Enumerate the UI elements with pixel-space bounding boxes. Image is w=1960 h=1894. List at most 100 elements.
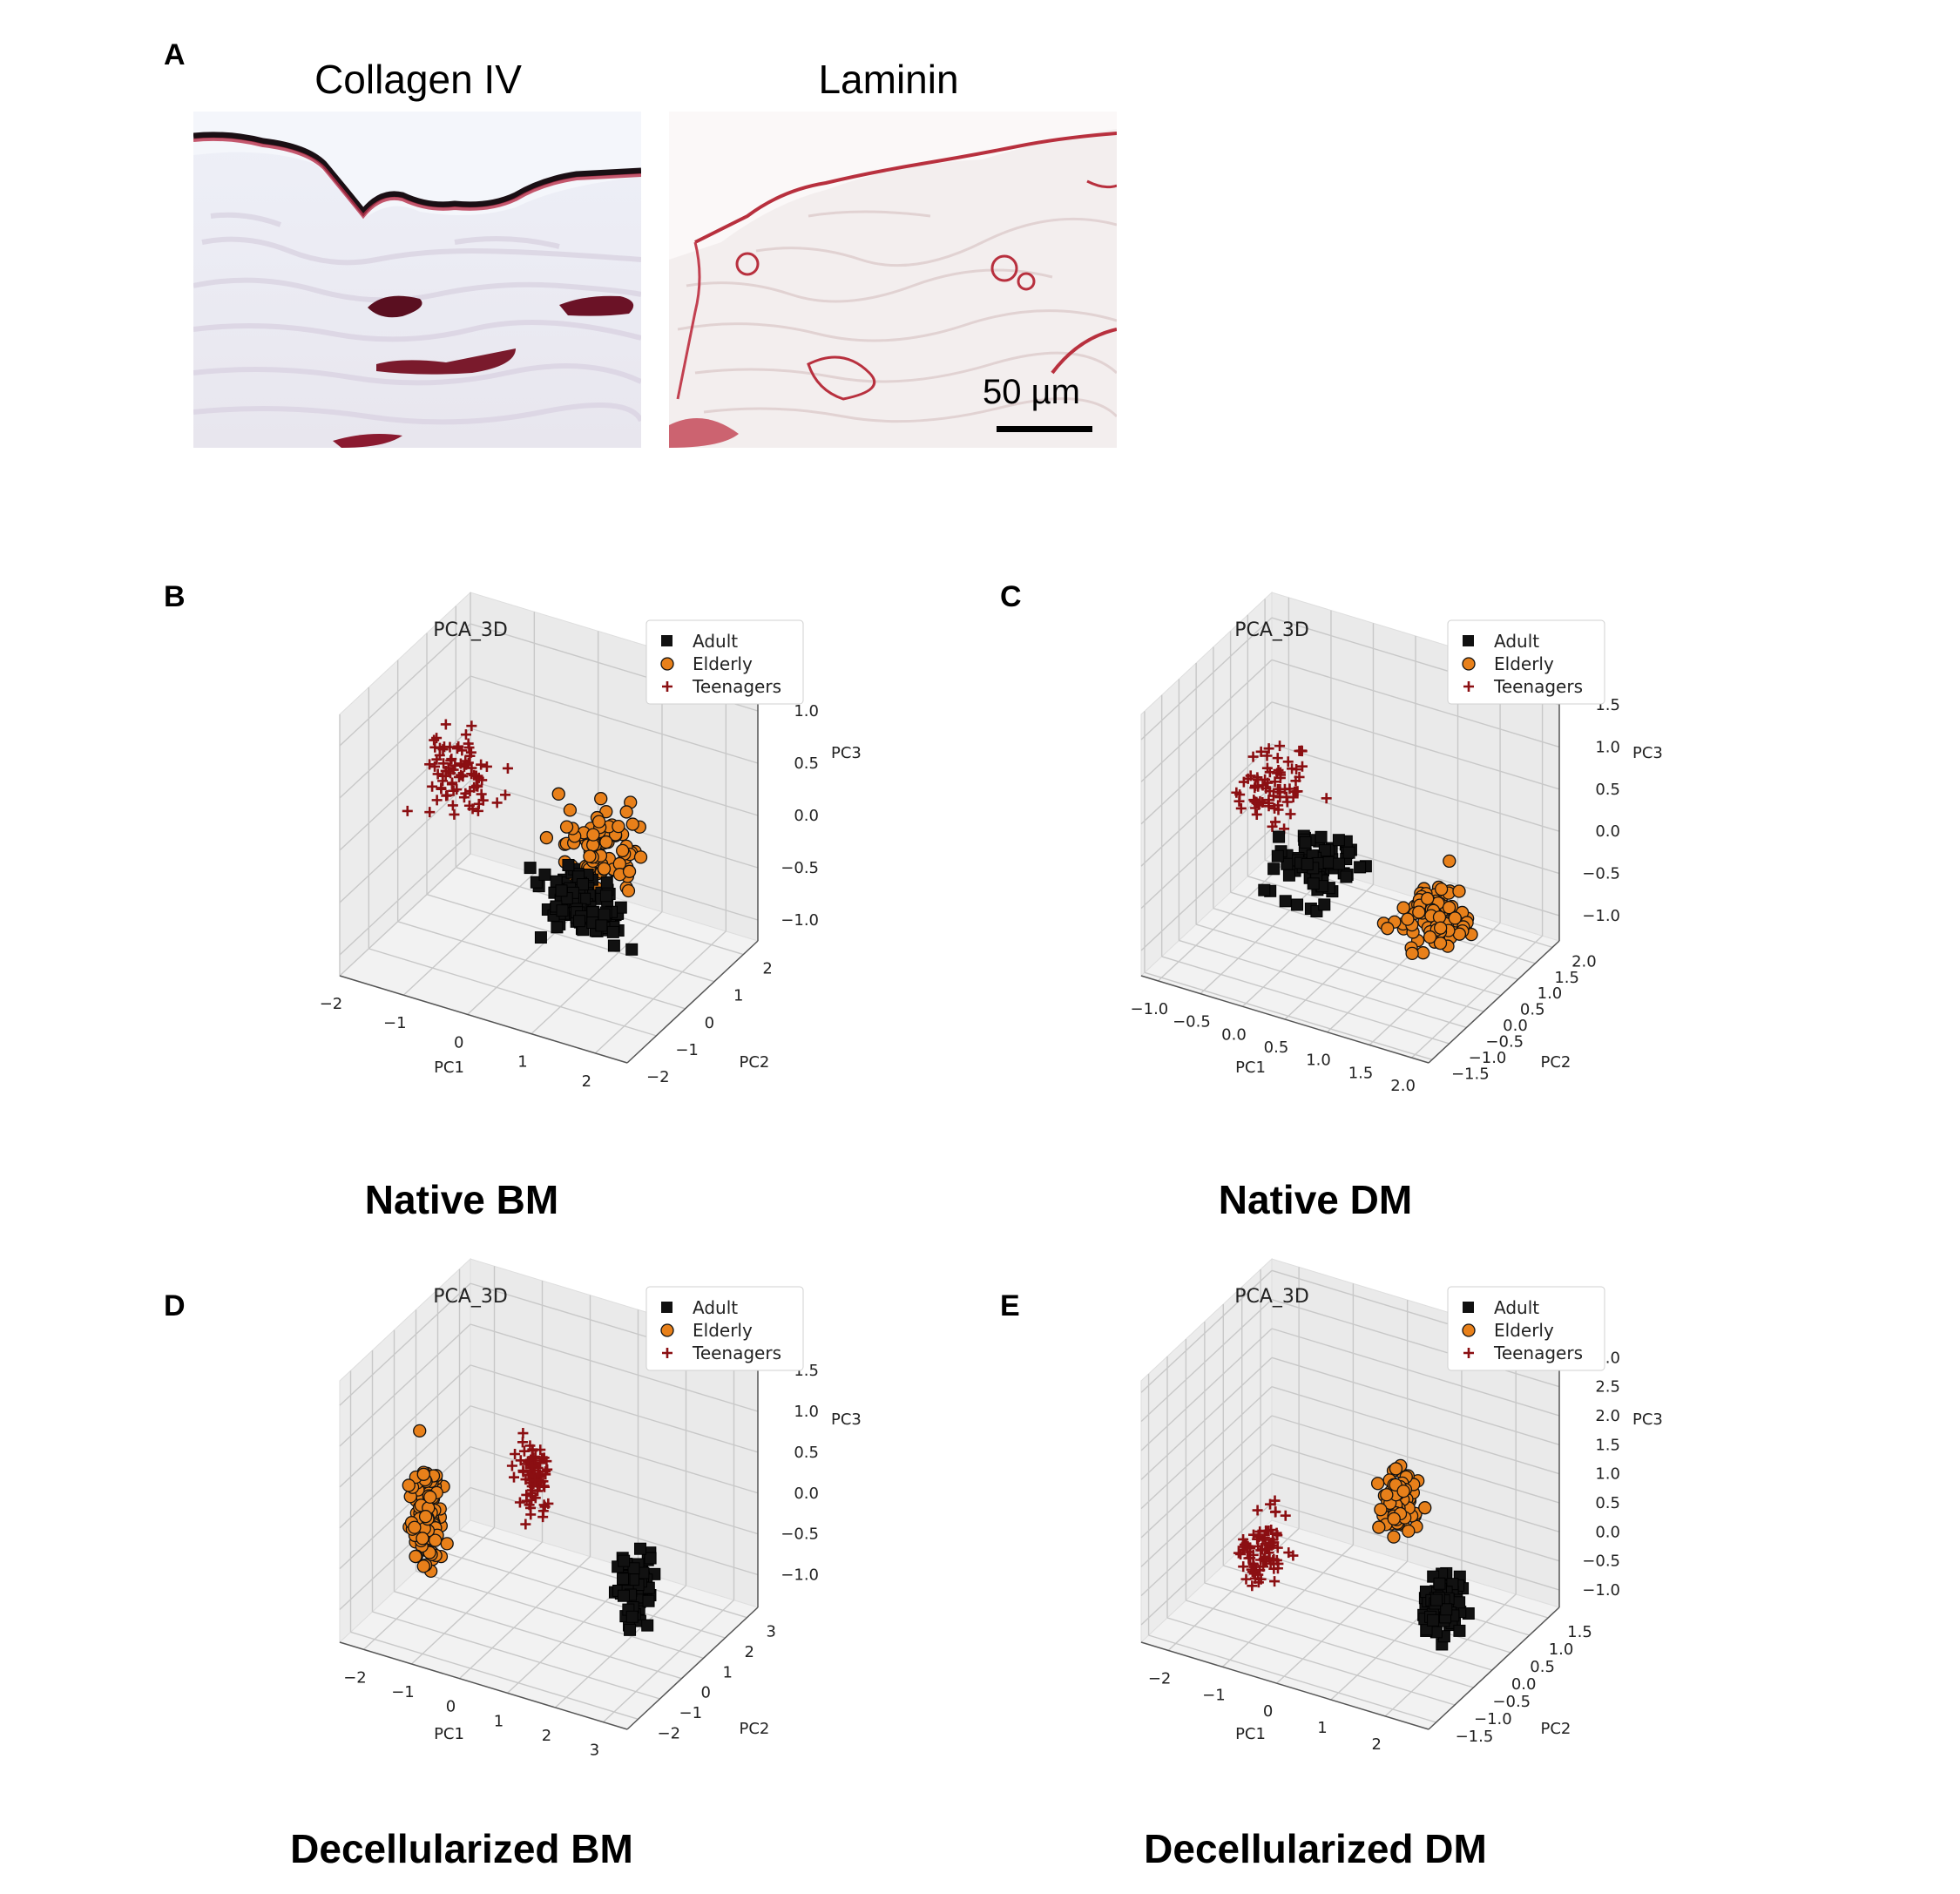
point-teenagers (537, 1512, 549, 1523)
x-tick-label: 1.5 (1348, 1064, 1374, 1082)
z-tick-label: −0.5 (781, 859, 819, 877)
point-elderly (622, 864, 637, 878)
point-adult (1427, 1613, 1440, 1627)
gridline (1140, 743, 1273, 867)
legend-label-teenagers: Teenagers (692, 1343, 781, 1363)
point-teenagers (520, 1519, 531, 1530)
point-elderly (1396, 1484, 1410, 1498)
gridline (1140, 1444, 1273, 1567)
gridline (339, 1323, 471, 1447)
gridline (459, 1556, 591, 1680)
point-teenagers (1260, 782, 1272, 794)
legend-label-adult: Adult (693, 631, 738, 652)
point-teenagers (1288, 792, 1299, 803)
point-teenagers (514, 1497, 525, 1508)
point-adult (1315, 830, 1328, 843)
plot-title: PCA_3D (1234, 1286, 1309, 1308)
z-tick-label: 0.0 (1595, 1523, 1620, 1541)
x-tick-label: 1 (1317, 1719, 1327, 1737)
gridline (1271, 1328, 1560, 1417)
point-teenagers (1272, 783, 1283, 795)
point-teenagers (1257, 1534, 1268, 1546)
point-teenagers (1238, 1561, 1249, 1573)
point-elderly (1433, 921, 1448, 935)
gridline (1271, 785, 1560, 875)
gridline (339, 832, 471, 956)
gridline (531, 911, 663, 1035)
point-elderly (1389, 1462, 1403, 1476)
x-axis-label: PC1 (1235, 1725, 1266, 1743)
side-pane (1140, 591, 1273, 977)
point-adult (1433, 1577, 1446, 1590)
axis-lines (1140, 680, 1560, 1064)
collagen-iv-micrograph (193, 112, 641, 448)
point-teenagers (1246, 1564, 1257, 1575)
point-teenagers (1266, 1537, 1277, 1548)
point-adult (1271, 849, 1284, 862)
x-axis-label: PC1 (434, 1059, 464, 1077)
point-elderly (1405, 946, 1419, 961)
point-teenagers (1247, 751, 1259, 762)
y-axis-label: PC2 (1541, 1720, 1571, 1738)
point-teenagers (1234, 789, 1246, 801)
legend-label-elderly: Elderly (693, 653, 753, 674)
legend-label-adult: Adult (1494, 1297, 1539, 1318)
point-adult (555, 884, 568, 897)
point-elderly (559, 820, 574, 834)
point-teenagers (438, 758, 449, 769)
point-teenagers (1265, 1498, 1276, 1510)
point-teenagers (445, 754, 456, 766)
x-axis-line (339, 975, 628, 1064)
x-tick-label: −1 (1202, 1686, 1226, 1704)
point-teenagers (1267, 821, 1278, 832)
z-tick-label: −0.5 (1582, 1552, 1620, 1571)
point-adult (1333, 857, 1346, 870)
gridline (1213, 907, 1502, 997)
caption-decellularized-dm: Decellularized DM (1144, 1826, 1487, 1871)
plot-title: PCA_3D (1234, 619, 1309, 641)
point-adult (617, 1589, 630, 1602)
point-adult (551, 921, 564, 934)
point-teenagers (517, 1428, 529, 1439)
point-teenagers (506, 1460, 517, 1471)
point-teenagers (1269, 802, 1281, 814)
gridline (1161, 956, 1450, 1045)
legend-marker-adult (661, 635, 672, 646)
point-adult (600, 876, 613, 889)
gridlines (1140, 597, 1560, 1060)
point-teenagers (524, 1440, 536, 1451)
y-tick-label: 1.5 (1554, 969, 1579, 987)
point-teenagers (429, 761, 441, 772)
point-teenagers (1290, 775, 1301, 787)
point-adult (634, 1542, 647, 1555)
point-teenagers (402, 805, 413, 816)
gridline (1271, 1415, 1560, 1504)
caption-native-dm: Native DM (1218, 1177, 1413, 1222)
gridline (1271, 1502, 1560, 1591)
point-teenagers (424, 759, 436, 770)
point-teenagers (440, 719, 451, 730)
point-teenagers (524, 1499, 535, 1511)
legend-marker-elderly (1462, 1323, 1476, 1337)
point-adult (1258, 883, 1271, 896)
legend-label-adult: Adult (693, 1297, 738, 1318)
y-tick-label: 2 (745, 1643, 754, 1661)
point-adult (538, 868, 551, 881)
x-tick-label: 1.0 (1306, 1052, 1331, 1070)
gridline (402, 872, 535, 996)
panel-letter-b: B (164, 580, 186, 613)
gridline (397, 921, 686, 1010)
point-teenagers (1233, 1547, 1244, 1559)
legend-label-teenagers: Teenagers (1493, 676, 1583, 697)
gridline (1271, 743, 1560, 832)
x-axis-line (1140, 1641, 1429, 1730)
point-adult (573, 915, 586, 928)
axis-lines (339, 680, 759, 1064)
legend-marker-adult (1463, 635, 1474, 646)
z-tick-label: 0.0 (1595, 822, 1620, 841)
point-adult (1318, 844, 1331, 857)
point-teenagers (525, 1454, 537, 1465)
gridline (1140, 1386, 1273, 1510)
scale-bar (997, 426, 1092, 432)
